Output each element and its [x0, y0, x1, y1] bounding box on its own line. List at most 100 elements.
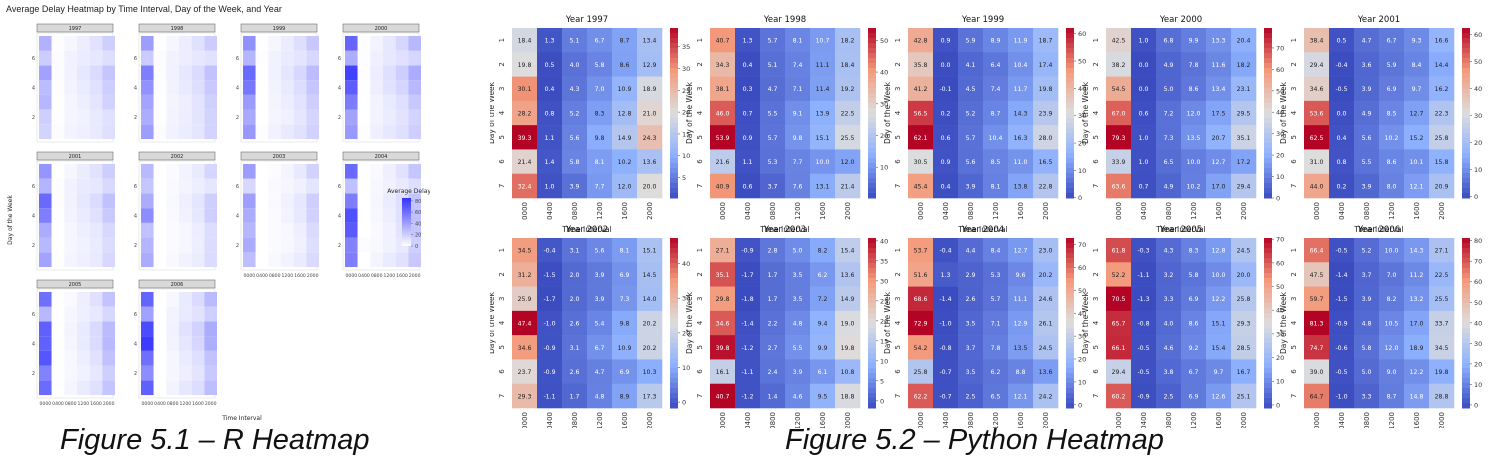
- heatmap-cell: [587, 100, 613, 126]
- x-tick-label: 2000: [205, 401, 217, 407]
- cell-value-label: 18.2: [841, 38, 855, 45]
- colorbar-segment: [1264, 33, 1272, 39]
- heatmap-cell: [1231, 173, 1257, 199]
- cell-value-label: -0.9: [741, 248, 753, 255]
- cell-value-label: 12.9: [643, 62, 657, 69]
- colorbar-segment: [1066, 193, 1074, 199]
- heatmap-cell: [268, 163, 281, 179]
- cell-value-label: -1.0: [939, 321, 951, 328]
- heatmap-cell: [306, 50, 319, 66]
- y-tick-label: 7: [894, 184, 902, 188]
- heatmap-cell: [191, 306, 205, 322]
- heatmap-cell: [179, 208, 192, 223]
- heatmap-cell: [395, 178, 409, 194]
- cell-value-label: 15.2: [1410, 135, 1424, 142]
- heatmap-cell: [735, 125, 761, 150]
- heatmap-cell: [370, 65, 383, 81]
- cell-value-label: 8.7: [620, 38, 630, 45]
- heatmap-cell: [1106, 28, 1132, 53]
- heatmap-cell: [562, 238, 588, 263]
- colorbar-segment: [1462, 63, 1470, 69]
- cell-value-label: 18.7: [1039, 38, 1053, 45]
- cell-value-label: 13.1: [816, 183, 830, 190]
- heatmap-cell: [191, 321, 205, 337]
- heatmap-cell: [293, 237, 307, 253]
- cell-value-label: 18.9: [643, 86, 657, 93]
- y-tick-label: 3: [696, 86, 704, 90]
- colorbar-segment: [1462, 48, 1470, 54]
- cell-value-label: 34.6: [716, 321, 730, 328]
- heatmap-cell: [102, 50, 115, 66]
- cell-value-label: 8.1: [793, 38, 803, 45]
- cell-value-label: 1.4: [545, 159, 555, 166]
- heatmap-cell: [1008, 149, 1034, 175]
- colorbar-segment: [1066, 318, 1074, 324]
- r-chart-title: Average Delay Heatmap by Time Interval, …: [6, 4, 282, 14]
- heatmap-cell: [1008, 383, 1034, 409]
- colorbar-tick-label: 40: [1474, 85, 1482, 93]
- colorbar-segment: [1066, 48, 1074, 54]
- heatmap-cell: [1206, 335, 1232, 360]
- heatmap-cell: [39, 306, 52, 322]
- heatmap-cell: [141, 237, 154, 253]
- colorbar-segment: [1462, 43, 1470, 49]
- heatmap-cell: [243, 252, 256, 268]
- heatmap-cell: [64, 124, 77, 140]
- colorbar-tick-label: 20: [682, 329, 690, 337]
- heatmap-cell: [810, 100, 836, 126]
- heatmap-cell: [141, 35, 154, 51]
- heatmap-cell: [268, 252, 281, 268]
- heatmap-cell: [1379, 125, 1405, 150]
- heatmap-cell: [191, 178, 205, 194]
- y-tick-label: 6: [894, 159, 902, 164]
- cell-value-label: 3.7: [966, 345, 976, 352]
- heatmap-cell: [1008, 52, 1034, 77]
- cell-value-label: 10.0: [816, 159, 830, 166]
- legend-title: Average Delay: [387, 188, 430, 195]
- cell-value-label: 2.2: [768, 321, 778, 328]
- cell-value-label: 16.1: [716, 369, 730, 376]
- colorbar-segment: [1066, 263, 1074, 269]
- heatmap-cell: [102, 222, 115, 238]
- cell-value-label: 3.3: [1362, 393, 1372, 400]
- heatmap-cell: [1181, 383, 1207, 409]
- heatmap-cell: [1404, 76, 1430, 102]
- heatmap-cell: [39, 178, 52, 194]
- heatmap-cell: [255, 163, 269, 179]
- colorbar-segment: [1264, 368, 1272, 374]
- cell-value-label: -1.7: [741, 272, 753, 279]
- y-axis-label: Day of the Week: [685, 81, 694, 144]
- heatmap-cell: [785, 76, 811, 102]
- heatmap-cell: [1379, 173, 1405, 199]
- cell-value-label: 1.7: [768, 296, 778, 303]
- cell-value-label: 68.6: [914, 296, 928, 303]
- colorbar-tick-label: 10: [1276, 378, 1284, 386]
- cell-value-label: 21.4: [841, 183, 855, 190]
- cell-value-label: 3.5: [793, 296, 803, 303]
- colorbar-segment: [1264, 283, 1272, 289]
- cell-value-label: 31.0: [1310, 159, 1324, 166]
- cell-value-label: 0.9: [743, 135, 753, 142]
- colorbar-segment: [868, 148, 876, 154]
- heatmap-cell: [562, 125, 588, 150]
- heatmap-cell: [735, 262, 761, 287]
- cell-value-label: 2.4: [768, 369, 778, 376]
- heatmap-cell: [179, 336, 192, 351]
- colorbar-segment: [1462, 188, 1470, 194]
- cell-value-label: 25.5: [841, 135, 855, 142]
- cell-value-label: 22.8: [1039, 183, 1053, 190]
- heatmap-cell: [64, 35, 77, 51]
- heatmap-cell: [51, 80, 65, 95]
- colorbar-segment: [868, 288, 876, 294]
- heatmap-cell: [1354, 238, 1380, 263]
- heatmap-cell: [1354, 149, 1380, 175]
- heatmap-cell: [1404, 100, 1430, 126]
- heatmap-cell: [1131, 173, 1157, 199]
- heatmap-cell: [51, 252, 65, 268]
- colorbar-segment: [670, 193, 678, 199]
- heatmap-cell: [153, 124, 167, 140]
- cell-value-label: 1.1: [743, 159, 753, 166]
- legend-tick-label: 60: [415, 210, 421, 216]
- heatmap-cell: [933, 173, 959, 199]
- cell-value-label: 0.8: [1337, 159, 1347, 166]
